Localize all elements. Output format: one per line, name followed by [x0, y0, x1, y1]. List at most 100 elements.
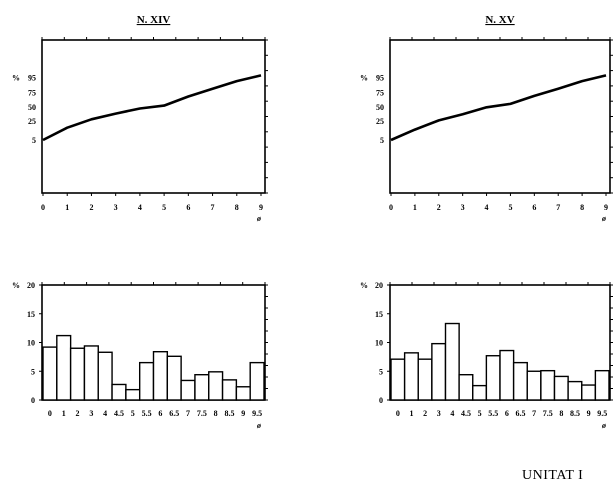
x-tick-label: 9	[241, 409, 245, 418]
x-tick-label: 5.5	[488, 409, 498, 418]
x-tick-label: 4.5	[461, 409, 471, 418]
histogram-bar	[581, 384, 597, 401]
histogram-bar	[458, 374, 474, 401]
y-tick-label: 20	[375, 281, 383, 290]
histogram-bar	[138, 361, 155, 401]
histogram-bar	[417, 358, 433, 401]
x-tick-label: 0	[389, 203, 393, 212]
histogram-bar	[56, 334, 72, 401]
x-tick-label: 9.5	[597, 409, 607, 418]
footer-label: UNITAT I	[522, 468, 584, 483]
x-tick-label: 1	[409, 409, 413, 418]
histogram-bar	[472, 384, 488, 401]
x-tick-label: 8.5	[570, 409, 580, 418]
histogram-bar	[221, 379, 238, 401]
histogram-bar	[194, 374, 210, 401]
x-tick-label: 3	[461, 203, 465, 212]
y-tick-label: 0	[379, 396, 383, 405]
x-axis-unit: ø	[256, 214, 262, 223]
x-tick-label: 5	[162, 203, 166, 212]
y-tick-label: 75	[376, 89, 384, 98]
histogram-bar	[152, 351, 169, 401]
x-tick-label: 5	[131, 409, 135, 418]
x-tick-label: 6	[186, 203, 190, 212]
x-tick-label: 4	[450, 409, 454, 418]
histogram-bar	[97, 351, 113, 401]
y-tick-label: 95	[28, 73, 36, 82]
histogram-bar	[594, 369, 610, 401]
x-tick-label: 9	[587, 409, 591, 418]
x-tick-label: 8	[559, 409, 563, 418]
x-axis-unit: ø	[601, 214, 607, 223]
y-tick-label: 25	[28, 117, 36, 126]
chart-title: N. XIV	[137, 14, 171, 26]
x-tick-label: 4.5	[114, 409, 124, 418]
y-tick-label: 20	[27, 281, 35, 290]
x-tick-label: 8	[235, 203, 239, 212]
x-tick-label: 5	[508, 203, 512, 212]
x-tick-label: 6	[158, 409, 162, 418]
histogram-bar	[540, 369, 556, 401]
histogram-bar	[403, 352, 419, 401]
chart-title: N. XV	[485, 14, 514, 26]
histogram-bar	[208, 371, 224, 401]
y-tick-label: 95	[376, 73, 384, 82]
y-tick-label: 15	[27, 310, 35, 319]
x-axis-unit: ø	[601, 421, 607, 430]
y-tick-label: 10	[27, 339, 35, 348]
x-tick-label: 7.5	[543, 409, 553, 418]
histogram-bar	[512, 361, 528, 401]
x-tick-label: 6	[505, 409, 509, 418]
x-tick-label: 8	[214, 409, 218, 418]
y-tick-label: 10	[375, 339, 383, 348]
cumulative-frame-0	[41, 39, 266, 194]
histogram-bar	[485, 355, 501, 401]
histogram-bar	[249, 361, 265, 401]
x-tick-label: 9.5	[252, 409, 262, 418]
histogram-bar	[125, 388, 141, 401]
y-tick-label: 5	[32, 136, 36, 145]
cumulative-curve	[42, 74, 262, 142]
x-tick-label: 3	[89, 409, 93, 418]
x-tick-label: 2	[89, 203, 93, 212]
x-tick-label: 8.5	[224, 409, 234, 418]
x-tick-label: 7	[556, 203, 560, 212]
y-tick-label: 5	[379, 367, 383, 376]
histogram-bar	[553, 375, 569, 401]
x-tick-label: 4	[138, 203, 142, 212]
cumulative-frame-1	[389, 39, 611, 194]
x-tick-label: 6.5	[169, 409, 179, 418]
x-tick-label: 4	[485, 203, 489, 212]
x-tick-label: 5.5	[142, 409, 152, 418]
x-tick-label: 2	[423, 409, 427, 418]
y-tick-label: 75	[28, 89, 36, 98]
x-tick-label: 6	[532, 203, 536, 212]
x-tick-label: 3	[114, 203, 118, 212]
y-axis-label: %	[360, 73, 368, 82]
x-tick-label: 0	[41, 203, 45, 212]
y-tick-label: 5	[380, 136, 384, 145]
x-tick-label: 0	[396, 409, 400, 418]
y-tick-label: 50	[376, 103, 384, 112]
x-tick-label: 2	[437, 203, 441, 212]
x-tick-label: 7	[186, 409, 190, 418]
x-tick-label: 2	[76, 409, 80, 418]
y-tick-label: 25	[376, 117, 384, 126]
y-tick-label: 5	[31, 367, 35, 376]
histogram-bar	[111, 383, 127, 401]
x-tick-label: 8	[580, 203, 584, 212]
histogram-bar	[526, 370, 542, 401]
x-tick-label: 6.5	[515, 409, 525, 418]
y-axis-label: %	[12, 281, 20, 290]
histogram-bar	[42, 346, 58, 401]
y-tick-label: 50	[28, 103, 36, 112]
x-tick-label: 4	[103, 409, 107, 418]
x-tick-label: 9	[259, 203, 263, 212]
histogram-bar	[499, 349, 515, 401]
histogram-bar	[83, 345, 99, 401]
y-tick-label: 0	[31, 396, 35, 405]
histogram-bar	[444, 322, 460, 401]
histogram-bar	[567, 380, 583, 401]
y-axis-label: %	[360, 281, 368, 290]
